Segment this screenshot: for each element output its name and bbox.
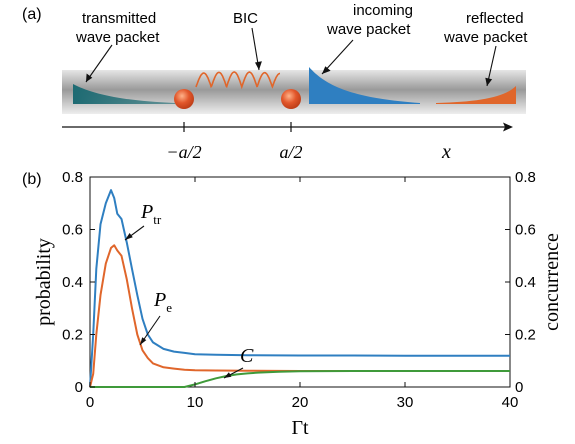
y2-axis-label: concurrence (541, 233, 563, 331)
incoming-label-line1: incoming (353, 2, 413, 19)
panel-a-label: (a) (22, 6, 42, 23)
y2-tick-label: 0.2 (515, 327, 536, 344)
x-tick-left-label: −a/2 (166, 142, 201, 162)
reflected-wave-packet (436, 86, 516, 104)
y-tick-label: 0.6 (62, 222, 83, 239)
y2-tick-label: 0 (515, 379, 523, 396)
reflected-label-line1: reflected (466, 10, 524, 27)
x-tick-label: 20 (292, 394, 309, 411)
transmitted-label-line1: transmitted (82, 10, 156, 27)
transmitted-label-line2: wave packet (75, 29, 160, 46)
ptr-annotation: Ptr (140, 201, 162, 227)
y-tick-label: 0.8 (62, 169, 83, 186)
y-axis-label: probability (33, 238, 55, 326)
x-axis-arrowhead (503, 122, 513, 132)
x-axis-title: Γt (291, 417, 309, 439)
c-annotation: C (240, 345, 254, 367)
y2-tick-label: 0.4 (515, 274, 536, 291)
series-line-c (90, 370, 510, 388)
incoming-label-line2: wave packet (326, 21, 411, 38)
y-tick-label: 0.4 (62, 274, 83, 291)
y-tick-label: 0 (75, 379, 83, 396)
series-line-p-tr (89, 189, 510, 388)
transmitted-wave-packet (73, 84, 175, 104)
x-tick-right-label: a/2 (279, 142, 302, 162)
series-line-p-e (89, 244, 510, 388)
x-tick-label: 30 (397, 394, 414, 411)
atom-left (174, 89, 194, 109)
bic-label: BIC (233, 10, 258, 27)
x-tick-label: 10 (187, 394, 204, 411)
x-axis-label: x (441, 141, 451, 163)
x-tick-label: 40 (502, 394, 519, 411)
y2-tick-label: 0.8 (515, 169, 536, 186)
x-tick-label: 0 (86, 394, 94, 411)
panel-a-pointer-heads (86, 61, 493, 86)
pe-annotation: Pe (153, 289, 172, 315)
panel-b-pointer-heads (125, 233, 232, 378)
reflected-label-line2: wave packet (443, 29, 528, 46)
plot-area (89, 189, 510, 388)
panel-a: (a) transmitted wave packet BIC incoming… (22, 2, 528, 163)
bic-standing-wave (195, 71, 280, 90)
panel-b: (b) 0 10 20 30 4000.20.40.60.800.20.40.60.8 … (22, 169, 563, 439)
y2-tick-label: 0.6 (515, 222, 536, 239)
atom-right (281, 89, 301, 109)
transmitted-pointer (85, 44, 113, 83)
incoming-wave-packet (309, 67, 420, 104)
y-tick-label: 0.2 (62, 327, 83, 344)
panel-b-label: (b) (22, 171, 42, 188)
